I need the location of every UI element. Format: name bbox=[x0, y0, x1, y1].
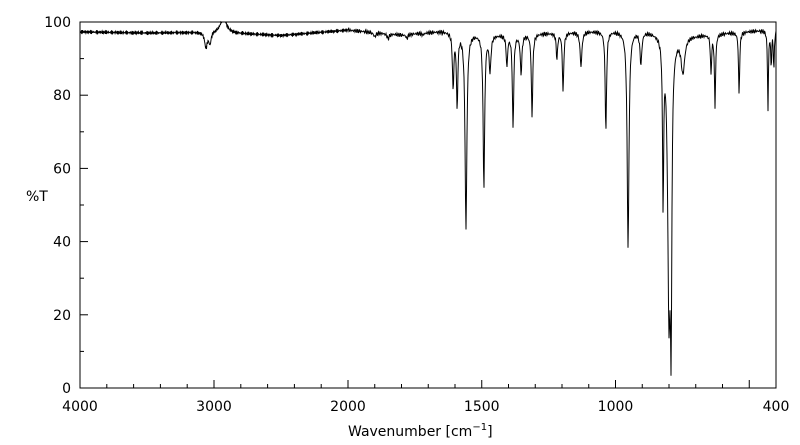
x-axis-label-main: Wavenumber [cm bbox=[348, 424, 472, 440]
x-tick-label: 2000 bbox=[330, 399, 366, 415]
y-tick-label: 100 bbox=[44, 15, 71, 31]
x-axis-label-sup: −1 bbox=[472, 422, 487, 433]
x-tick-label: 400 bbox=[763, 399, 790, 415]
y-tick-label: 20 bbox=[53, 308, 71, 324]
x-tick-label: 4000 bbox=[62, 399, 98, 415]
y-tick-label: 60 bbox=[53, 161, 71, 177]
x-tick-label: 1500 bbox=[464, 399, 500, 415]
y-axis-label: %T bbox=[26, 189, 48, 205]
x-axis-label-end: ] bbox=[487, 424, 492, 440]
y-tick-label: 0 bbox=[62, 381, 71, 397]
plot-area bbox=[79, 21, 777, 389]
x-axis-label: Wavenumber [cm−1] bbox=[348, 422, 493, 440]
x-tick-label: 1000 bbox=[598, 399, 634, 415]
y-tick-label: 40 bbox=[53, 235, 71, 251]
y-tick-label: 80 bbox=[53, 88, 71, 104]
spectrum-line bbox=[79, 20, 777, 376]
x-tick-label: 3000 bbox=[196, 399, 232, 415]
